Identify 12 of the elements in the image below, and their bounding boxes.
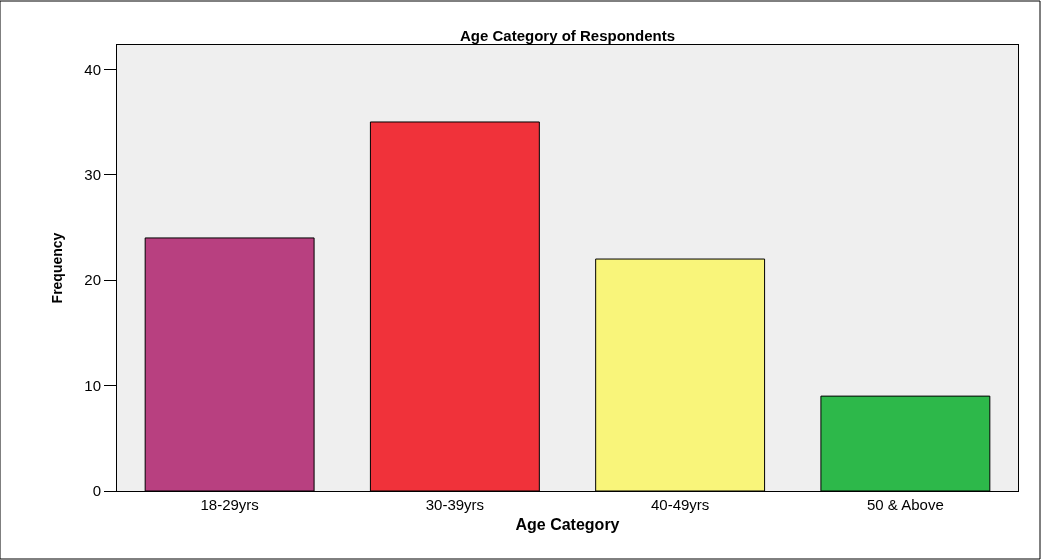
y-tick-label: 40 bbox=[84, 60, 101, 78]
y-tick-label: 30 bbox=[84, 165, 101, 183]
x-tick-label: 30-39yrs bbox=[425, 496, 485, 513]
x-tick-label: 18-29yrs bbox=[200, 496, 259, 513]
chart-title: Age Category of Respondents bbox=[459, 27, 676, 44]
y-tick-label: 20 bbox=[84, 271, 101, 289]
y-axis-title: Frequency bbox=[48, 232, 65, 304]
y-tick-label: 10 bbox=[84, 376, 101, 394]
x-tick-label: 50 & Above bbox=[867, 496, 944, 513]
x-axis-title: Age Category bbox=[515, 515, 620, 533]
y-tick-label: 0 bbox=[92, 482, 101, 500]
x-tick-label: 40-49yrs bbox=[650, 496, 710, 513]
